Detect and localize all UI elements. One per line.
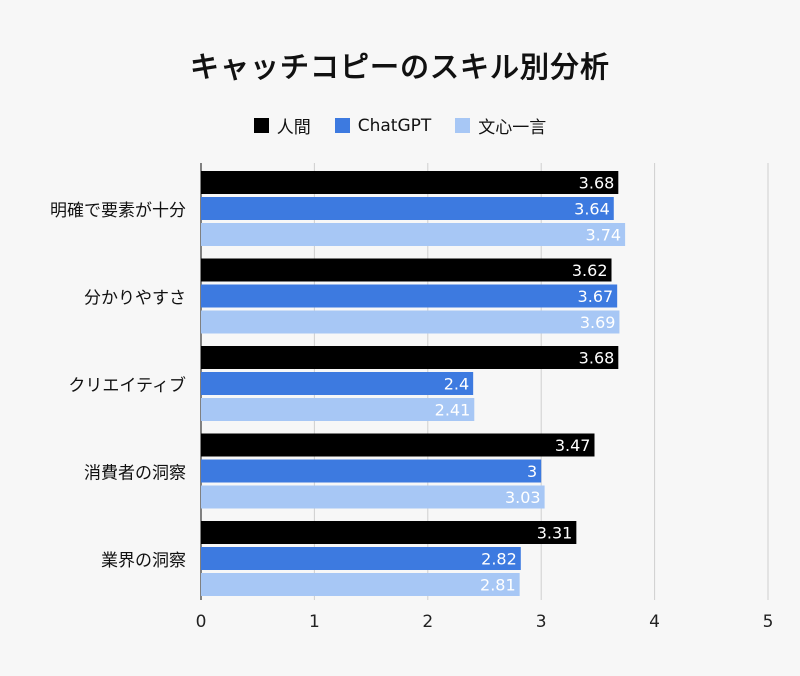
- legend-label-0: 人間: [276, 118, 311, 138]
- category-label-1: 分かりやすさ: [84, 289, 186, 309]
- bar-4-0[interactable]: [201, 521, 577, 544]
- data-label-3-0: 3.47: [555, 436, 591, 455]
- data-label-2-1: 2.4: [444, 375, 469, 394]
- chart-title: キャッチコピーのスキル別分析: [189, 50, 610, 84]
- x-tick-label-3: 3: [536, 612, 547, 632]
- x-tick-label-0: 0: [196, 612, 207, 632]
- category-label-0: 明確で要素が十分: [50, 201, 186, 221]
- category-label-2: クリエイティブ: [68, 375, 186, 396]
- legend-swatch-0: [253, 118, 269, 133]
- bar-2-0[interactable]: [201, 346, 619, 369]
- legend: 人間 ChatGPT 文心一言: [0, 113, 800, 138]
- bar-3-2[interactable]: [201, 485, 545, 509]
- x-axis-ticks: 0 1 2 3 4 5: [196, 612, 774, 632]
- bar-0-1[interactable]: [201, 197, 614, 220]
- bar-1-1[interactable]: [201, 284, 618, 308]
- bar-2-2[interactable]: [201, 398, 475, 421]
- bar-3-1[interactable]: [201, 459, 542, 483]
- bar-4-1[interactable]: [201, 547, 521, 570]
- bar-3-0[interactable]: [201, 433, 595, 457]
- bar-0-2[interactable]: [201, 223, 626, 246]
- legend-item-2[interactable]: 文心一言: [455, 113, 546, 138]
- bar-1-2[interactable]: [201, 310, 620, 334]
- data-label-3-2: 3.03: [505, 488, 541, 507]
- legend-item-0[interactable]: 人間: [253, 113, 311, 138]
- data-label-4-2: 2.81: [480, 576, 516, 595]
- data-label-2-0: 3.68: [579, 349, 615, 368]
- data-label-1-0: 3.62: [572, 261, 608, 280]
- data-label-0-2: 3.74: [585, 226, 621, 245]
- x-tick-label-1: 1: [309, 612, 320, 632]
- data-label-2-2: 2.41: [435, 401, 471, 420]
- x-tick-label-4: 4: [649, 612, 660, 632]
- data-label-1-1: 3.67: [578, 287, 614, 306]
- x-tick-label-2: 2: [422, 612, 433, 632]
- x-tick-label-5: 5: [763, 612, 774, 632]
- legend-label-2: 文心一言: [478, 118, 547, 138]
- legend-item-1[interactable]: ChatGPT: [334, 115, 432, 136]
- data-label-4-0: 3.31: [537, 524, 573, 543]
- bar-4-2[interactable]: [201, 573, 520, 596]
- data-label-3-1: 3: [527, 462, 537, 481]
- category-label-3: 消費者の洞察: [84, 464, 186, 484]
- bar-layer: 3.68 3.64 3.74 3.62 3.67 3.69 3.68 2.4 2.41 3.47 3…: [201, 171, 626, 596]
- data-label-0-0: 3.68: [579, 174, 615, 193]
- legend-label-1: ChatGPT: [357, 115, 432, 136]
- data-label-1-2: 3.69: [580, 313, 616, 332]
- data-label-0-1: 3.64: [574, 200, 610, 219]
- bar-0-0[interactable]: [201, 171, 619, 194]
- bar-1-0[interactable]: [201, 258, 612, 282]
- legend-swatch-1: [334, 118, 350, 133]
- category-label-4: 業界の洞察: [101, 551, 186, 571]
- bar-2-1[interactable]: [201, 372, 474, 395]
- data-label-4-1: 2.82: [481, 550, 517, 569]
- legend-swatch-2: [455, 118, 471, 133]
